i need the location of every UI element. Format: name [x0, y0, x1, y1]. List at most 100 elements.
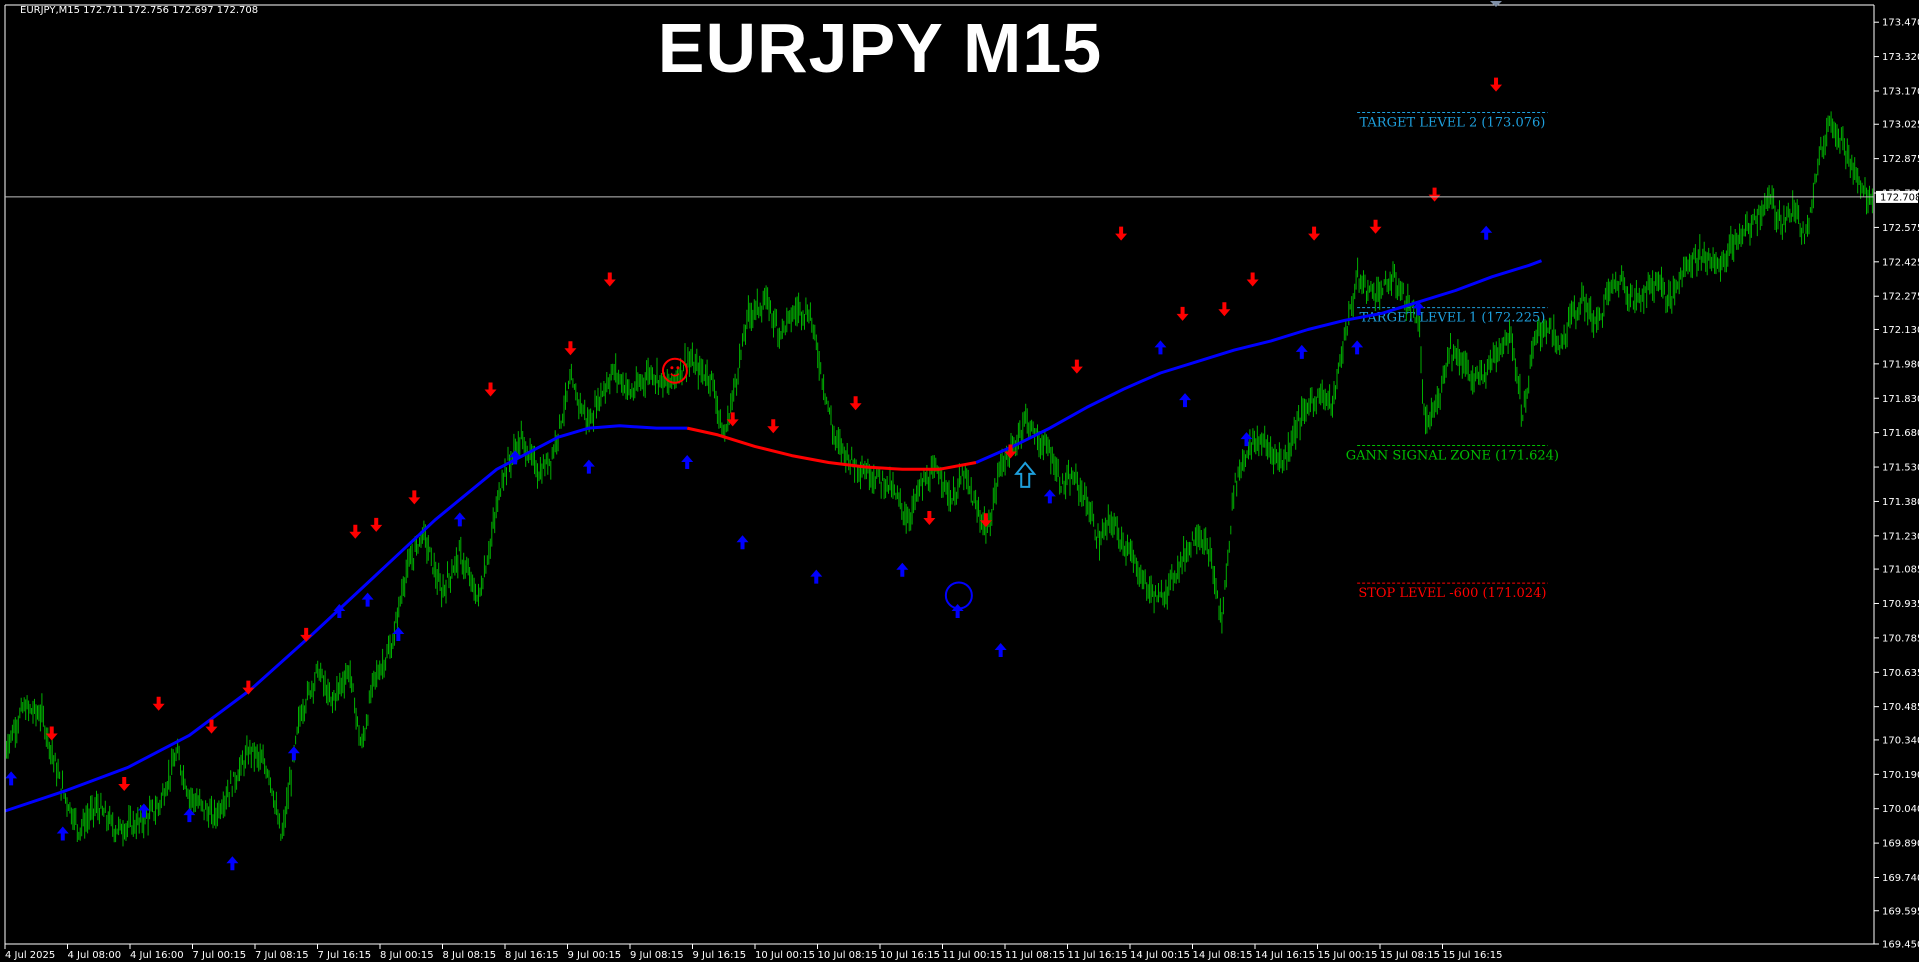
ma-line-rising-2 [975, 259, 1543, 464]
down-arrow-icon [242, 680, 255, 695]
level-label: GANN SIGNAL ZONE (171.624) [1346, 448, 1559, 463]
down-arrow-shape [1428, 187, 1441, 202]
up-arrow-icon [361, 592, 374, 607]
x-tick-label: 4 Jul 08:00 [68, 950, 122, 961]
down-arrow-icon [370, 517, 383, 532]
down-arrow-icon [408, 490, 421, 505]
up-arrow-icon [1480, 225, 1493, 240]
down-arrow-shape [205, 719, 218, 734]
down-arrow-icon [205, 719, 218, 734]
down-arrow-shape [726, 412, 739, 427]
x-tick-label: 14 Jul 08:15 [1193, 950, 1253, 961]
down-arrow-icon [1308, 226, 1321, 241]
down-arrow-shape [1218, 302, 1231, 317]
y-tick-label: 173.025 [1882, 120, 1919, 131]
x-tick-label: 8 Jul 00:15 [380, 950, 434, 961]
up-arrow-shape [896, 562, 909, 577]
down-arrow-icon [118, 776, 131, 791]
down-arrow-icon [849, 396, 862, 411]
down-arrow-icon [767, 419, 780, 434]
x-tick-label: 10 Jul 08:15 [818, 950, 878, 961]
up-arrow-icon [287, 746, 300, 761]
y-tick-label: 172.875 [1882, 154, 1919, 165]
down-arrow-icon [484, 382, 497, 397]
smiley-eye [676, 366, 680, 370]
hollow-up-arrow-icon [1014, 461, 1037, 488]
down-arrow-icon [152, 696, 165, 711]
x-tick-label: 15 Jul 00:15 [1318, 950, 1378, 961]
down-arrow-shape [1004, 444, 1017, 459]
down-arrow-shape [45, 726, 58, 741]
up-arrow-icon [1043, 489, 1056, 504]
x-tick-label: 8 Jul 16:15 [505, 950, 559, 961]
y-tick-label: 170.190 [1882, 770, 1919, 781]
signal-circle-icon [944, 581, 973, 610]
y-tick-label: 169.450 [1882, 940, 1919, 951]
chart-shift-marker [1490, 1, 1502, 7]
up-arrow-icon [392, 626, 405, 641]
up-arrow-icon [1295, 344, 1308, 359]
x-tick-label: 4 Jul 16:00 [130, 950, 184, 961]
down-arrow-icon [1428, 187, 1441, 202]
down-arrow-icon [726, 412, 739, 427]
up-arrow-icon [137, 803, 150, 818]
down-arrow-shape [1070, 359, 1083, 374]
up-arrow-shape [1179, 393, 1192, 408]
down-arrow-shape [118, 776, 131, 791]
down-arrow-shape [1369, 219, 1382, 234]
x-tick-label: 15 Jul 16:15 [1443, 950, 1503, 961]
x-tick-label: 10 Jul 00:15 [755, 950, 815, 961]
y-tick-label: 171.830 [1882, 394, 1919, 405]
down-arrow-shape [564, 341, 577, 356]
current-price-box [1876, 190, 1918, 203]
down-arrow-icon [603, 272, 616, 287]
up-arrow-shape [1295, 344, 1308, 359]
up-arrow-shape [1412, 301, 1425, 316]
up-arrow-shape [392, 626, 405, 641]
y-tick-label: 171.230 [1882, 531, 1919, 542]
up-arrow-shape [1351, 340, 1364, 355]
down-arrow-shape [767, 419, 780, 434]
smiley-eye [670, 366, 674, 370]
x-tick-label: 14 Jul 16:15 [1255, 950, 1315, 961]
down-arrow-shape [300, 627, 313, 642]
y-tick-label: 169.890 [1882, 839, 1919, 850]
y-tick-label: 169.595 [1882, 906, 1919, 917]
x-tick-label: 9 Jul 00:15 [568, 950, 622, 961]
up-arrow-shape [226, 856, 239, 871]
down-arrow-icon [1490, 77, 1503, 92]
down-arrow-icon [1115, 226, 1128, 241]
down-arrow-shape [484, 382, 497, 397]
down-arrow-shape [1176, 306, 1189, 321]
up-arrow-shape [5, 771, 18, 786]
x-tick-label: 15 Jul 08:15 [1380, 950, 1440, 961]
up-arrow-icon [183, 808, 196, 823]
up-arrow-shape [736, 535, 749, 550]
down-arrow-icon [1176, 306, 1189, 321]
up-arrow-shape [582, 459, 595, 474]
y-tick-label: 171.085 [1882, 565, 1919, 576]
up-arrow-shape [137, 803, 150, 818]
y-tick-label: 170.785 [1882, 633, 1919, 644]
axis-layer: 173.470 173.320 173.170 173.025 172.875 172.7… [4, 1, 1919, 961]
y-tick-label: 171.530 [1882, 463, 1919, 474]
up-arrow-shape [287, 746, 300, 761]
down-arrow-shape [849, 396, 862, 411]
y-tick-label: 172.130 [1882, 325, 1919, 336]
level-label: TARGET LEVEL 2 (173.076) [1359, 116, 1545, 131]
up-arrow-icon [736, 535, 749, 550]
down-arrow-icon [1004, 444, 1017, 459]
y-tick-label: 172.275 [1882, 292, 1919, 303]
x-tick-label: 9 Jul 08:15 [630, 950, 684, 961]
x-tick-label: 10 Jul 16:15 [880, 950, 940, 961]
up-arrow-shape [1240, 432, 1253, 447]
y-tick-label: 173.170 [1882, 86, 1919, 97]
up-arrow-icon [994, 643, 1007, 658]
x-tick-label: 7 Jul 00:15 [193, 950, 247, 961]
current-price-label: 172.708 [1880, 192, 1919, 203]
smiley-ring [661, 357, 688, 384]
up-arrow-icon [509, 450, 522, 465]
down-arrow-shape [370, 517, 383, 532]
down-arrow-shape [242, 680, 255, 695]
